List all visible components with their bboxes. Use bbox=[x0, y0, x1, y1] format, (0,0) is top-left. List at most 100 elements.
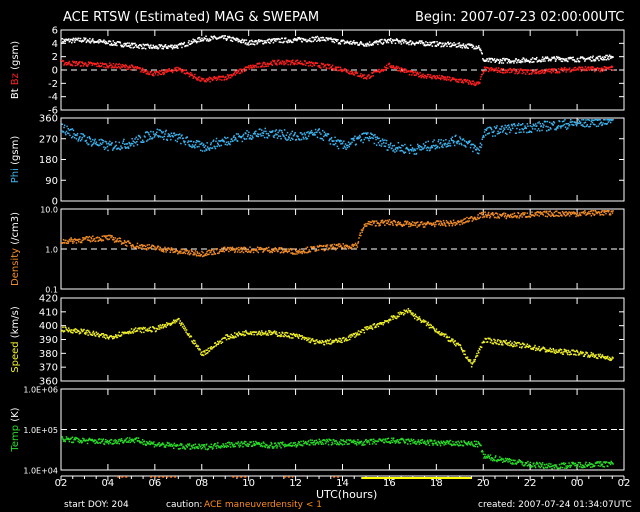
data-point-speed bbox=[253, 333, 255, 336]
data-point-speed bbox=[307, 338, 310, 341]
data-point-mag bbox=[423, 44, 425, 47]
data-point-mag bbox=[502, 72, 504, 74]
data-point-mag bbox=[290, 62, 292, 64]
data-point-mag bbox=[239, 72, 242, 74]
data-point-density bbox=[415, 221, 418, 224]
data-point-mag bbox=[564, 66, 566, 69]
data-point-speed bbox=[308, 341, 310, 343]
data-point-speed bbox=[280, 335, 283, 337]
data-point-phi bbox=[417, 143, 419, 146]
data-point-speed bbox=[198, 349, 200, 351]
data-point-mag bbox=[594, 59, 597, 62]
data-point-speed bbox=[178, 322, 181, 324]
data-point-speed bbox=[134, 330, 136, 333]
data-point-phi bbox=[509, 128, 512, 130]
data-point-speed bbox=[544, 351, 547, 353]
data-point-density bbox=[93, 238, 96, 240]
data-point-speed bbox=[256, 333, 259, 336]
data-point-mag bbox=[439, 42, 442, 44]
data-point-speed bbox=[408, 310, 411, 312]
data-point-mag bbox=[372, 75, 374, 77]
data-point-density bbox=[229, 249, 232, 252]
data-point-mag bbox=[350, 40, 352, 43]
data-point-phi bbox=[69, 134, 71, 137]
data-point-speed bbox=[92, 332, 94, 334]
data-point-mag bbox=[422, 43, 424, 45]
data-point-temp bbox=[95, 439, 97, 441]
data-point-mag bbox=[561, 68, 564, 70]
data-point-phi bbox=[526, 131, 528, 134]
data-point-density bbox=[473, 217, 475, 220]
data-point-mag bbox=[490, 61, 492, 63]
data-point-mag bbox=[212, 78, 214, 81]
data-point-density bbox=[276, 249, 278, 251]
data-point-speed bbox=[360, 331, 363, 333]
data-point-mag bbox=[396, 67, 398, 70]
data-point-density bbox=[252, 249, 254, 251]
data-point-mag bbox=[62, 41, 65, 43]
data-point-speed bbox=[388, 319, 391, 322]
data-point-phi bbox=[437, 140, 439, 143]
data-point-speed bbox=[547, 349, 549, 352]
data-point-phi bbox=[445, 146, 448, 148]
data-point-mag bbox=[177, 69, 180, 71]
data-point-mag bbox=[144, 70, 147, 73]
data-point-density bbox=[193, 253, 195, 256]
data-point-mag bbox=[592, 59, 595, 61]
data-point-mag bbox=[493, 70, 495, 72]
data-point-phi bbox=[107, 149, 109, 152]
data-point-phi bbox=[319, 131, 321, 134]
data-point-mag bbox=[158, 44, 161, 46]
data-point-phi bbox=[133, 141, 136, 143]
data-point-mag bbox=[434, 77, 436, 79]
data-point-phi bbox=[131, 138, 133, 140]
data-point-speed bbox=[366, 326, 368, 328]
data-point-mag bbox=[296, 59, 299, 62]
data-point-phi bbox=[606, 123, 608, 125]
data-point-phi bbox=[519, 128, 521, 131]
data-point-phi bbox=[581, 119, 583, 121]
data-point-phi bbox=[577, 122, 579, 124]
data-point-phi bbox=[565, 128, 568, 130]
data-point-density bbox=[75, 239, 77, 241]
data-point-mag bbox=[444, 76, 446, 78]
data-point-phi bbox=[590, 123, 592, 125]
data-point-speed bbox=[236, 334, 239, 336]
data-point-temp bbox=[89, 438, 91, 440]
data-point-mag bbox=[263, 61, 266, 64]
data-point-mag bbox=[268, 38, 271, 40]
data-point-density bbox=[74, 238, 76, 241]
data-point-phi bbox=[187, 141, 189, 144]
data-point-mag bbox=[524, 69, 526, 71]
data-point-mag bbox=[286, 41, 289, 44]
data-point-mag bbox=[478, 47, 481, 49]
data-point-temp bbox=[68, 440, 71, 443]
data-point-speed bbox=[175, 320, 178, 323]
data-point-mag bbox=[540, 60, 543, 62]
data-point-mag bbox=[537, 71, 539, 73]
data-point-speed bbox=[268, 330, 270, 332]
data-point-mag bbox=[229, 74, 231, 76]
data-point-mag bbox=[380, 69, 383, 72]
data-point-density bbox=[501, 214, 503, 216]
data-point-phi bbox=[262, 132, 265, 134]
data-point-mag bbox=[166, 47, 168, 49]
data-point-mag bbox=[417, 73, 420, 75]
data-point-phi bbox=[73, 133, 75, 135]
data-point-mag bbox=[242, 69, 245, 71]
data-point-speed bbox=[611, 356, 614, 358]
data-point-density bbox=[414, 224, 417, 227]
data-point-speed bbox=[448, 340, 450, 342]
data-point-speed bbox=[438, 330, 441, 333]
data-point-density bbox=[62, 242, 64, 244]
data-point-mag bbox=[166, 70, 169, 72]
data-point-density bbox=[557, 215, 559, 217]
data-point-speed bbox=[75, 328, 78, 331]
data-point-mag bbox=[114, 44, 116, 46]
data-point-phi bbox=[483, 131, 486, 133]
data-point-density bbox=[344, 246, 346, 249]
data-point-mag bbox=[183, 72, 186, 75]
data-point-mag bbox=[339, 66, 342, 69]
data-point-speed bbox=[504, 342, 507, 345]
data-point-phi bbox=[516, 127, 518, 130]
